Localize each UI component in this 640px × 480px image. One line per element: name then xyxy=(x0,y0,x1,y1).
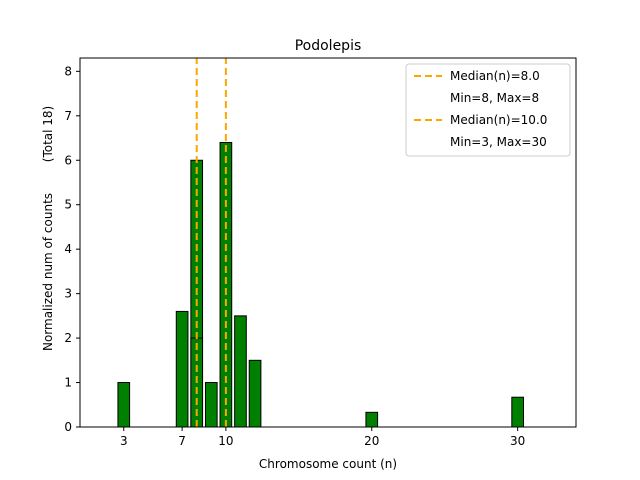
median-lines xyxy=(195,58,227,427)
legend: Median(n)=8.0 Min=8, Max=8 Median(n)=10.0 M… xyxy=(405,63,571,157)
legend-label-0: Median(n)=8.0 xyxy=(450,69,540,83)
x-axis-label: Chromosome count (n) xyxy=(259,457,397,471)
y-axis-label: Normalized num of counts xyxy=(41,193,55,351)
y-tick-label-7: 7 xyxy=(64,109,72,123)
bar-7 xyxy=(248,359,262,428)
legend-label-3: Min=3, Max=30 xyxy=(450,135,547,149)
x-tick-label-4: 30 xyxy=(510,434,525,448)
legend-label-2: Median(n)=10.0 xyxy=(450,113,547,127)
bar-8 xyxy=(365,411,379,428)
y-tick-label-5: 5 xyxy=(64,198,72,212)
chart-title: Podolepis xyxy=(295,38,362,54)
bar-6 xyxy=(234,315,247,428)
y-tick-label-0: 0 xyxy=(64,420,72,434)
x-axis-ticks: 3 7 10 20 30 xyxy=(120,427,525,448)
legend-box xyxy=(405,63,571,157)
y-tick-label-1: 1 xyxy=(64,376,72,390)
y-tick-label-8: 8 xyxy=(64,64,72,78)
y-tick-label-2: 2 xyxy=(64,331,72,345)
bar-4 xyxy=(204,382,218,428)
x-tick-label-3: 20 xyxy=(364,434,379,448)
x-tick-label-0: 3 xyxy=(120,434,128,448)
y-axis-ticks: 0 1 2 3 4 5 6 7 8 xyxy=(64,64,80,434)
bar-0 xyxy=(117,382,131,428)
y-tick-label-6: 6 xyxy=(64,153,72,167)
bar-1 xyxy=(175,310,189,428)
plot-frame xyxy=(79,57,577,428)
y-tick-label-3: 3 xyxy=(64,287,72,301)
legend-label-1: Min=8, Max=8 xyxy=(450,91,539,105)
y-tick-label-4: 4 xyxy=(64,242,72,256)
bar-9 xyxy=(511,396,524,428)
y-axis-total-note: (Total 18) xyxy=(41,106,55,162)
x-tick-label-2: 10 xyxy=(218,434,233,448)
bar-5 xyxy=(219,141,233,428)
x-tick-label-1: 7 xyxy=(178,434,186,448)
